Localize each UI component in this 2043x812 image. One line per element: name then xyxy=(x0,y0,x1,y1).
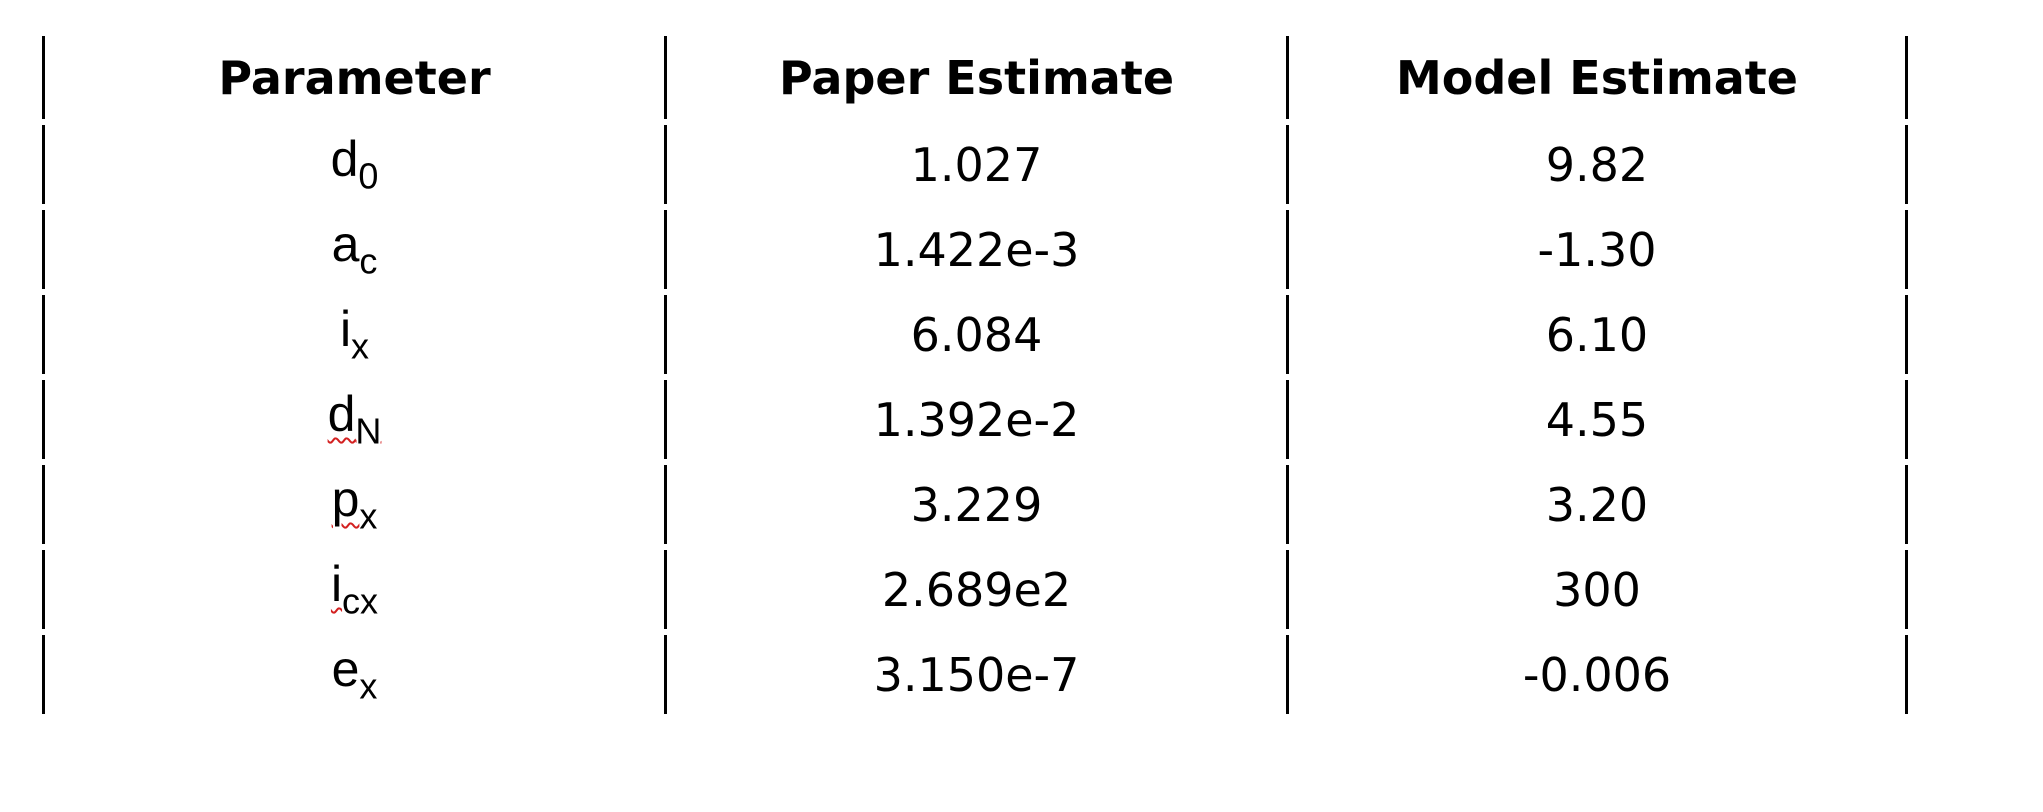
header-parameter: Parameter xyxy=(42,36,664,119)
model-estimate-cell: 9.82 xyxy=(1286,125,1908,204)
param-cell: d0 xyxy=(42,125,664,204)
paper-estimate-cell: 1.392e-2 xyxy=(664,380,1286,459)
param-subscript: x xyxy=(359,665,378,707)
param-cell: icx xyxy=(42,550,664,629)
model-estimate-cell: 4.55 xyxy=(1286,380,1908,459)
header-paper-estimate: Paper Estimate xyxy=(664,36,1286,119)
paper-estimate-cell: 3.150e-7 xyxy=(664,635,1286,714)
table-row: px 3.229 3.20 xyxy=(42,461,1910,546)
param-symbol: d0 xyxy=(331,134,379,195)
model-estimate-cell: -1.30 xyxy=(1286,210,1908,289)
paper-estimate-cell: 6.084 xyxy=(664,295,1286,374)
param-base: d xyxy=(330,131,359,188)
param-cell: px xyxy=(42,465,664,544)
paper-estimate-cell: 2.689e2 xyxy=(664,550,1286,629)
model-estimate-cell: 6.10 xyxy=(1286,295,1908,374)
param-base: a xyxy=(331,216,360,273)
param-cell: ex xyxy=(42,635,664,714)
param-cell: ac xyxy=(42,210,664,289)
param-base: e xyxy=(331,641,360,698)
paper-estimate-cell: 1.027 xyxy=(664,125,1286,204)
param-base: p xyxy=(331,471,360,528)
table-row: d0 1.027 9.82 xyxy=(42,121,1910,206)
param-symbol: ex xyxy=(332,644,378,705)
param-symbol: ix xyxy=(340,304,369,365)
header-model-estimate: Model Estimate xyxy=(1286,36,1908,119)
param-subscript: cx xyxy=(342,580,379,622)
param-symbol: dN xyxy=(328,389,382,450)
table-header-row: Parameter Paper Estimate Model Estimate xyxy=(42,36,1910,121)
param-symbol: icx xyxy=(331,559,378,620)
param-subscript: x xyxy=(351,325,370,367)
paper-estimate-cell: 3.229 xyxy=(664,465,1286,544)
table-row: ix 6.084 6.10 xyxy=(42,291,1910,376)
param-symbol: px xyxy=(332,474,378,535)
param-base: d xyxy=(327,386,356,443)
param-symbol: ac xyxy=(332,219,378,280)
table-row: ex 3.150e-7 -0.006 xyxy=(42,631,1910,716)
param-subscript: 0 xyxy=(358,155,379,197)
table-row: icx 2.689e2 300 xyxy=(42,546,1910,631)
table-row: dN 1.392e-2 4.55 xyxy=(42,376,1910,461)
table-row: ac 1.422e-3 -1.30 xyxy=(42,206,1910,291)
param-cell: ix xyxy=(42,295,664,374)
param-subscript: N xyxy=(355,410,382,452)
parameter-table: Parameter Paper Estimate Model Estimate … xyxy=(42,36,1910,716)
paper-estimate-cell: 1.422e-3 xyxy=(664,210,1286,289)
param-base: i xyxy=(330,556,343,613)
model-estimate-cell: -0.006 xyxy=(1286,635,1908,714)
param-subscript: c xyxy=(359,240,378,282)
model-estimate-cell: 300 xyxy=(1286,550,1908,629)
param-subscript: x xyxy=(359,495,378,537)
param-cell: dN xyxy=(42,380,664,459)
param-base: i xyxy=(339,301,352,358)
model-estimate-cell: 3.20 xyxy=(1286,465,1908,544)
